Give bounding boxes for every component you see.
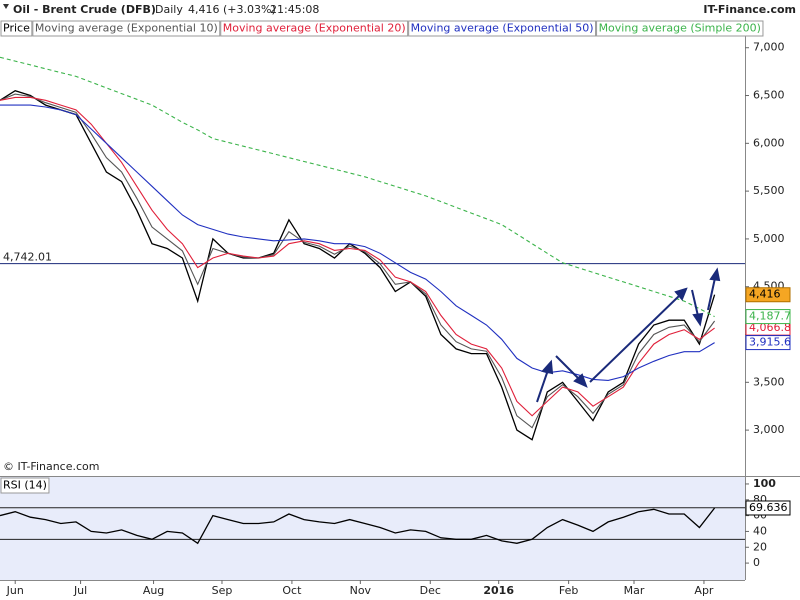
- legend-box: [220, 20, 409, 37]
- last-value-label: 69.636: [749, 501, 788, 514]
- legend-box: [32, 20, 221, 37]
- x-tick-label: 2016: [483, 584, 514, 597]
- y-tick-label: 40: [753, 524, 767, 537]
- last-value-tag: [745, 287, 791, 303]
- x-tick-label: Jun: [6, 584, 24, 597]
- y-tick-label: 20: [753, 540, 767, 553]
- y-tick-label: 3,000: [753, 423, 785, 436]
- y-tick-label: 6,000: [753, 136, 785, 149]
- legend-entry: Moving average (Exponential 20): [223, 22, 406, 35]
- legend-box: [0, 477, 50, 494]
- arrow: [536, 369, 549, 403]
- menu-icon[interactable]: [3, 4, 9, 9]
- rsi-panel: [0, 477, 745, 580]
- series-line: [0, 56, 715, 318]
- horizontal-line-label: 4,742.01: [3, 251, 52, 264]
- arrowhead: [573, 373, 588, 388]
- series-line: [0, 507, 716, 545]
- x-tick-label: Mar: [624, 584, 645, 597]
- last-value-label: 4,066.8: [749, 321, 791, 334]
- quote: 4,416 (+3.03%): [188, 3, 276, 16]
- last-value-tag: [745, 500, 791, 516]
- x-tick-label: Nov: [350, 584, 372, 597]
- last-value-label: 4,187.7: [749, 310, 791, 323]
- trend-arrows: [536, 267, 721, 403]
- x-tick-label: Feb: [559, 584, 578, 597]
- legend-box: [408, 20, 597, 37]
- x-tick-label: Apr: [694, 584, 714, 597]
- interval: Daily: [155, 3, 183, 16]
- time: 21:45:08: [270, 3, 319, 16]
- y-tick-label: 100: [753, 477, 776, 490]
- x-tick-label: Jul: [73, 584, 87, 597]
- last-value-label: 3,915.6: [749, 336, 791, 349]
- x-tick-label: Aug: [143, 584, 164, 597]
- arrow: [555, 355, 581, 381]
- last-value-label: 4,416: [749, 288, 781, 301]
- brand: IT-Finance.com: [703, 3, 796, 16]
- copyright: © IT-Finance.com: [3, 460, 100, 473]
- y-tick-label: 0: [753, 556, 760, 569]
- legend-entry: Price: [3, 22, 30, 35]
- arrow: [589, 294, 681, 383]
- x-tick-label: Dec: [420, 584, 441, 597]
- legend: Price Moving average (Exponential 10) Movi…: [0, 20, 764, 494]
- last-value-tag: [745, 309, 791, 325]
- instrument: Oil - Brent Crude (DFB): [13, 3, 156, 16]
- legend-entry: Moving average (Exponential 50): [411, 22, 594, 35]
- x-tick-label: Oct: [282, 584, 302, 597]
- y-tick-label: 6,500: [753, 89, 785, 102]
- x-tick-label: Sep: [212, 584, 233, 597]
- series-line: [0, 96, 715, 417]
- arrowhead: [709, 267, 721, 282]
- y-tick-label: 3,500: [753, 375, 785, 388]
- plot: 3,0003,5004,0004,5005,0005,5006,0006,500…: [0, 41, 791, 597]
- last-value-tag: [745, 335, 791, 351]
- series-line: [0, 104, 715, 381]
- arrow: [707, 277, 716, 311]
- arrowhead: [692, 312, 704, 327]
- arrowhead: [674, 287, 688, 301]
- y-tick-label: 5,500: [753, 184, 785, 197]
- y-tick-label: 7,000: [753, 41, 785, 54]
- y-tick-label: 5,000: [753, 232, 785, 245]
- legend-entry: Moving average (Simple 200): [599, 22, 761, 35]
- arrowhead: [541, 359, 554, 375]
- arrow: [691, 289, 699, 317]
- legend-box: [596, 20, 764, 37]
- legend-box: [0, 20, 33, 37]
- legend-entry: RSI (14): [3, 479, 47, 492]
- header-bar: [0, 0, 800, 20]
- legend-entry: Moving average (Exponential 10): [35, 22, 218, 35]
